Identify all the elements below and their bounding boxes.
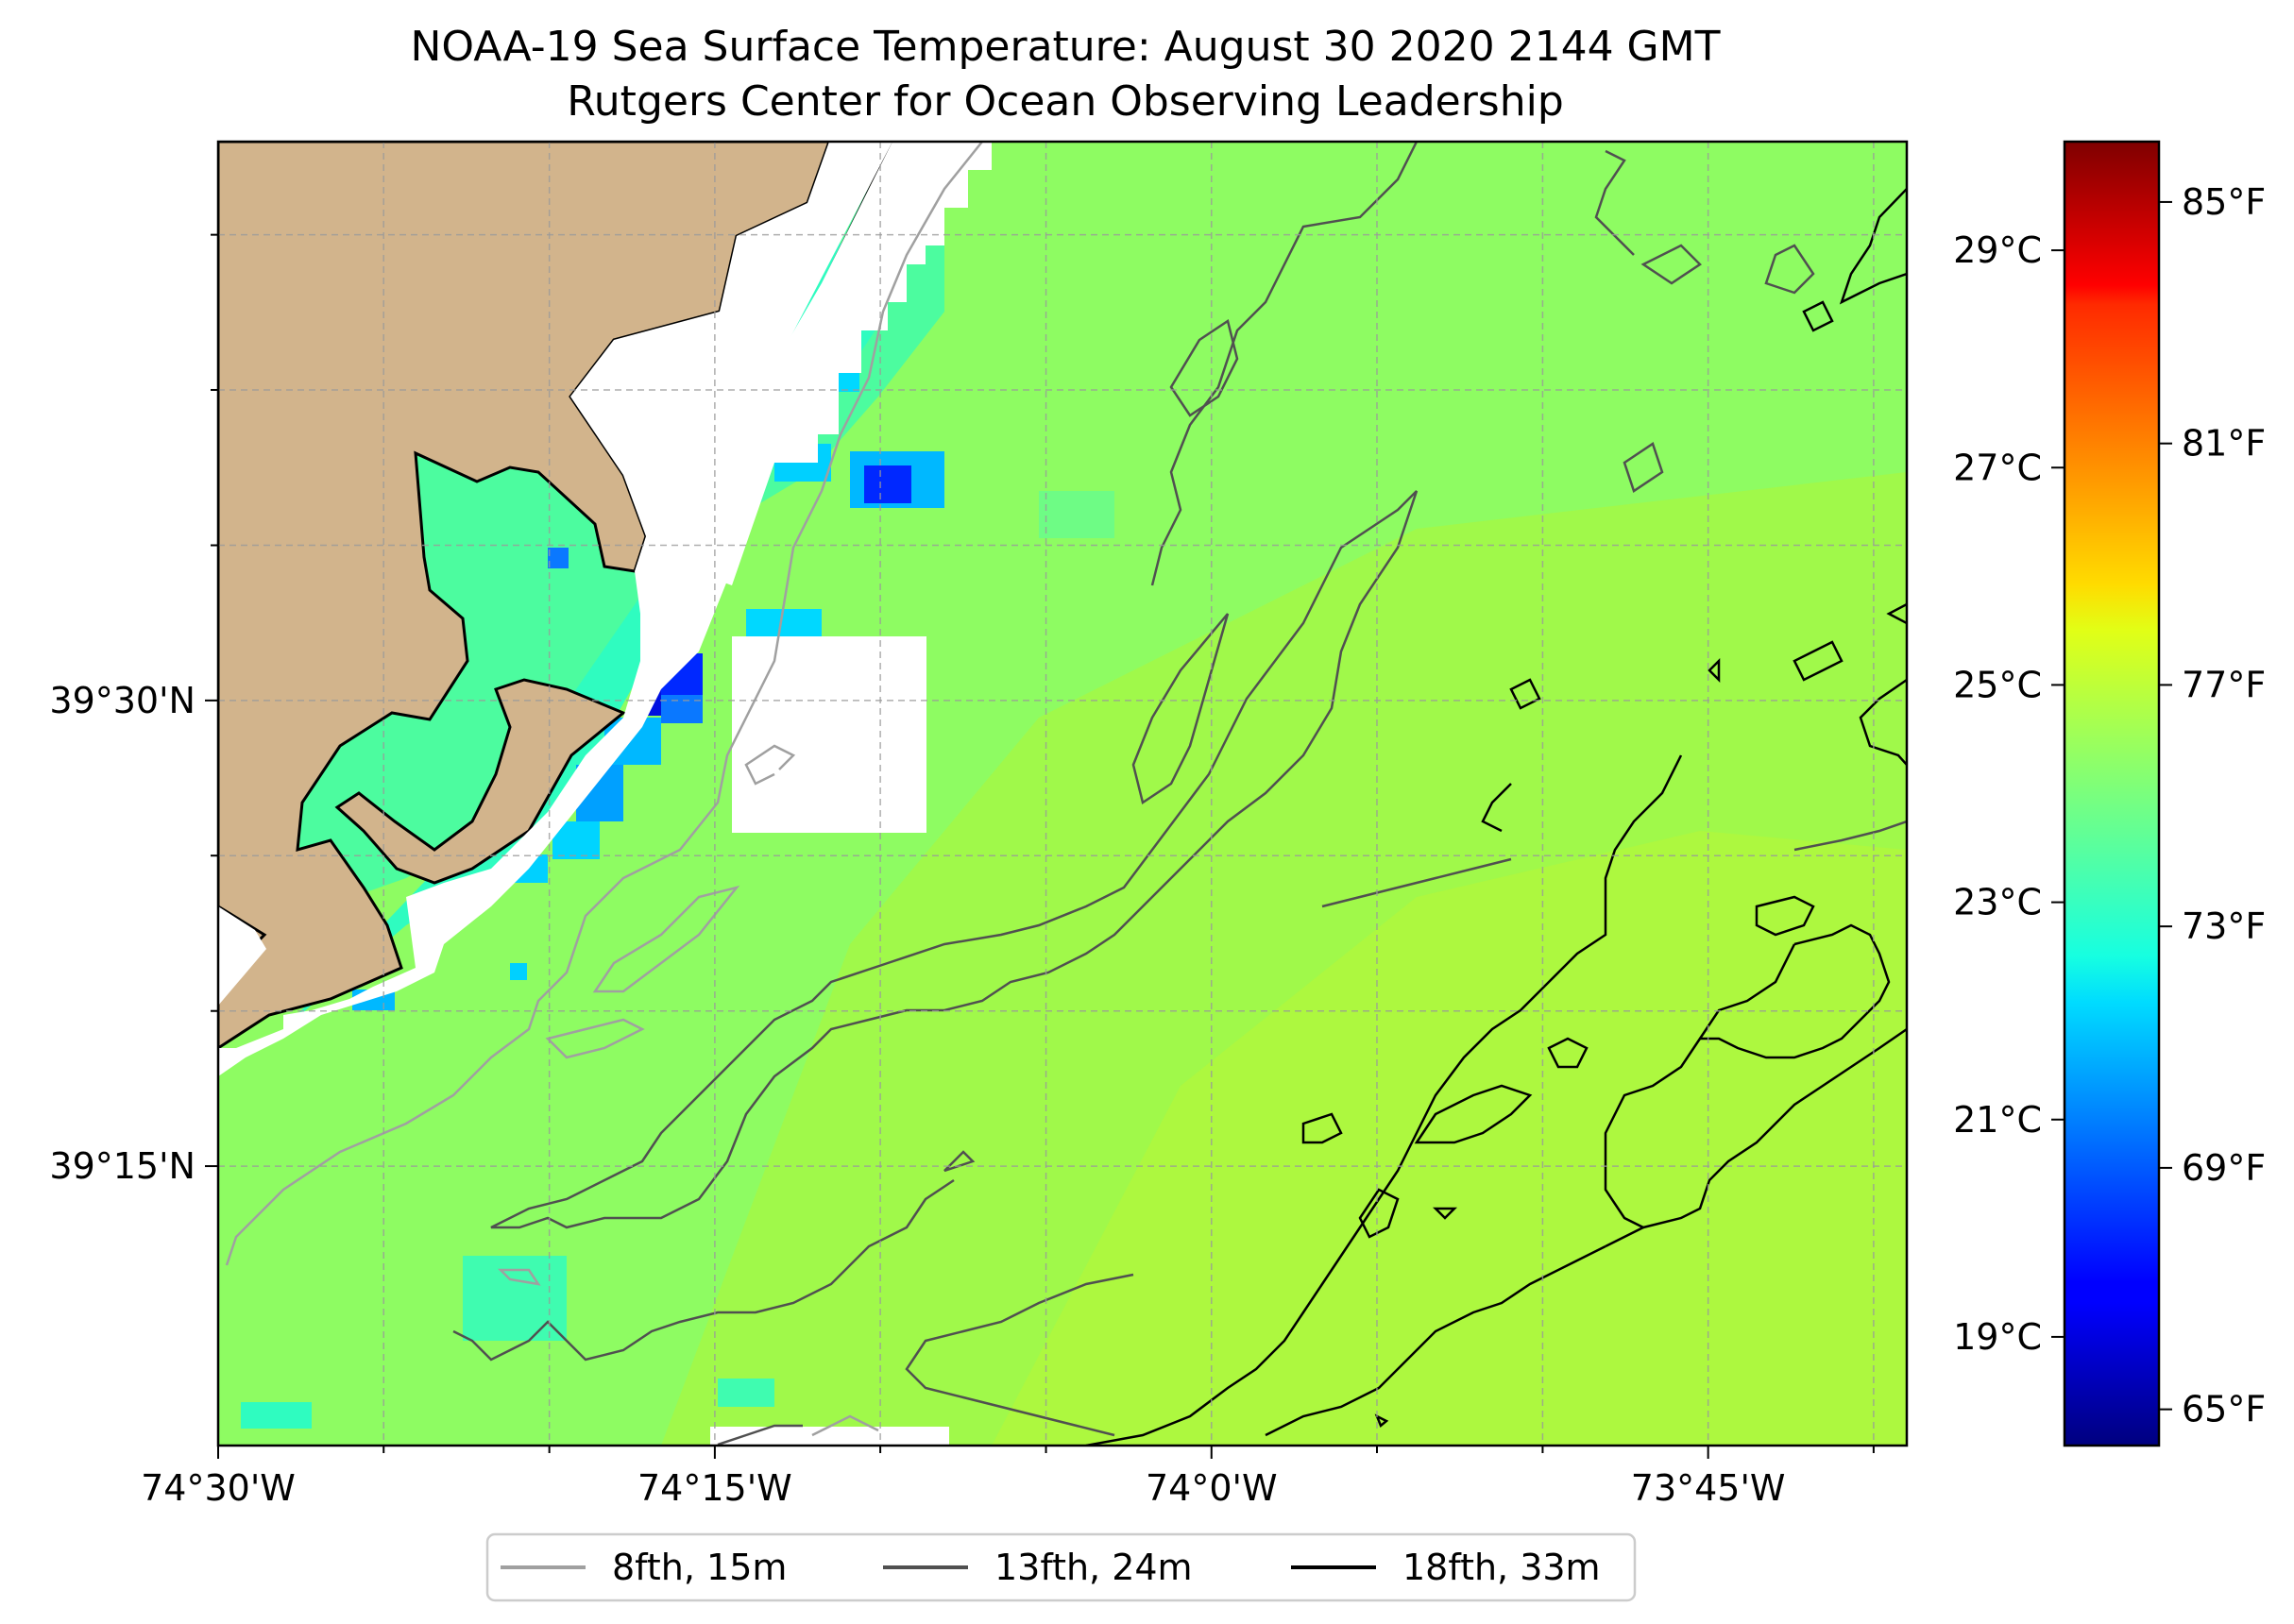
legend-label-13fth: 13fth, 24m xyxy=(994,1547,1193,1588)
y-axis-tick-labels: 39°30'N 39°15'N xyxy=(49,680,195,1187)
contour-8fth xyxy=(225,142,983,1437)
celsius-tick-label: 29°C xyxy=(1953,229,2042,271)
fahrenheit-tick-label: 69°F xyxy=(2182,1147,2266,1189)
colorbar-gradient xyxy=(2063,140,2161,1447)
map-panel xyxy=(218,142,1907,1446)
colorbar-celsius-ticks: 19°C 21°C 23°C 25°C 27°C 29°C xyxy=(1953,229,2065,1358)
sst-patch xyxy=(463,1256,567,1341)
title-line-1: NOAA-19 Sea Surface Temperature: August … xyxy=(411,23,1721,71)
legend-label-8fth: 8fth, 15m xyxy=(612,1547,787,1588)
title-line-2: Rutgers Center for Ocean Observing Leade… xyxy=(567,77,1564,126)
colorbar-fahrenheit-ticks: 65°F 69°F 73°F 77°F 81°F 85°F xyxy=(2159,181,2266,1430)
celsius-tick-label: 21°C xyxy=(1953,1099,2042,1141)
fahrenheit-tick-label: 85°F xyxy=(2182,181,2266,223)
sst-patch xyxy=(1039,491,1114,538)
gridlines xyxy=(218,142,1907,1446)
axis-ticks xyxy=(205,233,1875,1459)
sst-patch xyxy=(241,1402,312,1429)
legend: 8fth, 15m 13fth, 24m 18fth, 33m xyxy=(485,1532,1637,1602)
celsius-tick-label: 23°C xyxy=(1953,882,2042,923)
y-tick-label: 39°30'N xyxy=(49,680,195,721)
sst-patch xyxy=(718,1379,774,1407)
contour-18fth xyxy=(1085,188,1907,1446)
fahrenheit-tick-label: 73°F xyxy=(2182,905,2266,947)
no-data-region xyxy=(218,142,992,1446)
x-axis-tick-labels: 74°30'W 74°15'W 74°0'W 73°45'W xyxy=(141,1467,1785,1509)
map-frame xyxy=(216,140,1909,1447)
celsius-tick-label: 19°C xyxy=(1953,1316,2042,1358)
x-tick-label: 74°30'W xyxy=(141,1467,296,1509)
y-tick-label: 39°15'N xyxy=(49,1145,195,1187)
spit xyxy=(334,678,626,885)
x-tick-label: 74°0'W xyxy=(1146,1467,1278,1509)
x-tick-label: 74°15'W xyxy=(637,1467,792,1509)
legend-label-18fth: 18fth, 33m xyxy=(1402,1547,1601,1588)
x-tick-label: 73°45'W xyxy=(1631,1467,1786,1509)
legend-frame xyxy=(485,1532,1637,1602)
contour-13fth xyxy=(452,142,1907,1446)
celsius-tick-label: 27°C xyxy=(1953,447,2042,488)
sst-warm-core xyxy=(992,831,1907,1446)
fahrenheit-tick-label: 81°F xyxy=(2182,423,2266,465)
fahrenheit-tick-label: 65°F xyxy=(2182,1389,2266,1430)
celsius-tick-label: 25°C xyxy=(1953,664,2042,705)
fahrenheit-tick-label: 77°F xyxy=(2182,664,2266,705)
colorbar: 19°C 21°C 23°C 25°C 27°C 29°C 65°F 69°F 73°F 77°… xyxy=(1953,140,2266,1447)
